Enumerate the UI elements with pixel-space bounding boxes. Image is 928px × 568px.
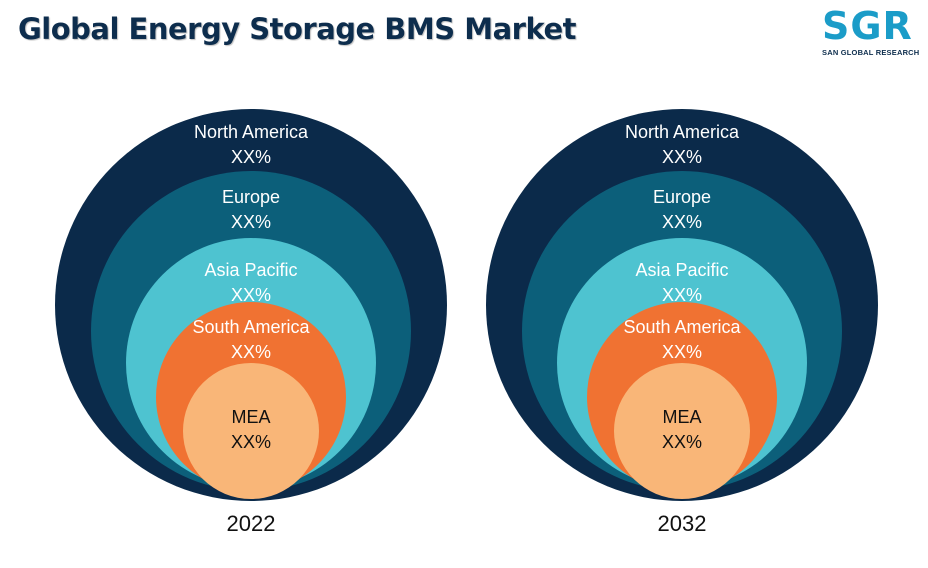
segment-value-mea: XX% xyxy=(231,432,271,452)
segment-label-south-america: South America xyxy=(192,317,310,337)
segment-label-asia-pacific: Asia Pacific xyxy=(635,260,728,280)
chart-2022: North America XX% Europe XX% Asia Pacific XX%… xyxy=(55,109,447,536)
segment-label-mea: MEA xyxy=(231,407,270,427)
segment-label-asia-pacific: Asia Pacific xyxy=(204,260,297,280)
segment-label-europe: Europe xyxy=(653,187,711,207)
segment-value-north-america: XX% xyxy=(231,147,271,167)
segment-label-mea: MEA xyxy=(662,407,701,427)
segment-value-europe: XX% xyxy=(662,212,702,232)
logo-subtitle: SAN GLOBAL RESEARCH xyxy=(822,48,920,57)
logo-mark: SGR xyxy=(822,4,913,48)
segment-value-north-america: XX% xyxy=(662,147,702,167)
ring-mea xyxy=(614,363,750,499)
segment-value-europe: XX% xyxy=(231,212,271,232)
segment-value-asia-pacific: XX% xyxy=(231,285,271,305)
segment-label-north-america: North America xyxy=(194,122,309,142)
segment-value-south-america: XX% xyxy=(231,342,271,362)
chart-2032: North America XX% Europe XX% Asia Pacific XX%… xyxy=(486,109,878,536)
year-label: 2032 xyxy=(658,511,707,536)
sgr-logo: SGR SAN GLOBAL RESEARCH xyxy=(818,4,922,62)
segment-value-mea: XX% xyxy=(662,432,702,452)
segment-label-north-america: North America xyxy=(625,122,740,142)
ring-mea xyxy=(183,363,319,499)
year-label: 2022 xyxy=(227,511,276,536)
page-title: Global Energy Storage BMS Market xyxy=(18,12,577,46)
segment-value-south-america: XX% xyxy=(662,342,702,362)
segment-label-europe: Europe xyxy=(222,187,280,207)
segment-label-south-america: South America xyxy=(623,317,741,337)
segment-value-asia-pacific: XX% xyxy=(662,285,702,305)
